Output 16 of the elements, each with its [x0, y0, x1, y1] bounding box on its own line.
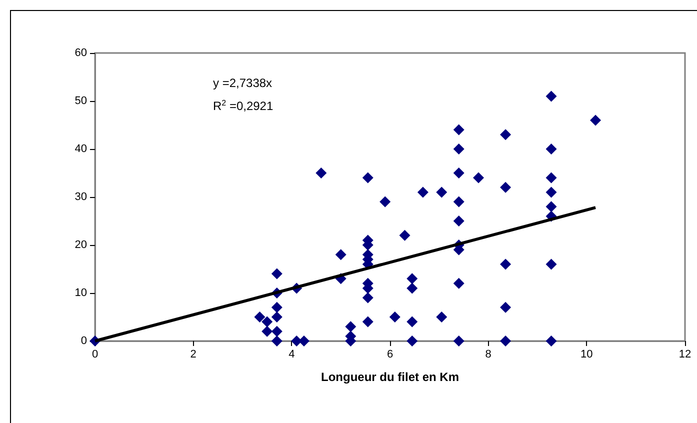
x-tick-label: 10: [580, 348, 593, 360]
x-axis-title: Longueur du filet en Km: [321, 370, 459, 384]
y-tick-label: 40: [74, 143, 87, 155]
x-tick-label: 12: [678, 348, 692, 360]
y-tick-label: 20: [74, 239, 87, 251]
x-tick-label: 8: [485, 348, 492, 360]
x-tick-label: 6: [386, 348, 394, 360]
x-tick-label: 0: [92, 348, 98, 360]
y-tick-label: 50: [74, 95, 87, 107]
y-tick-label: 60: [74, 47, 87, 59]
annotation: y =2,7338x: [213, 76, 272, 90]
x-tick-label: 4: [288, 348, 295, 360]
x-tick-label: 2: [190, 348, 196, 360]
y-tick-label: 30: [74, 191, 87, 203]
y-tick-label: 0: [80, 335, 87, 347]
y-tick-label: 10: [74, 287, 87, 299]
